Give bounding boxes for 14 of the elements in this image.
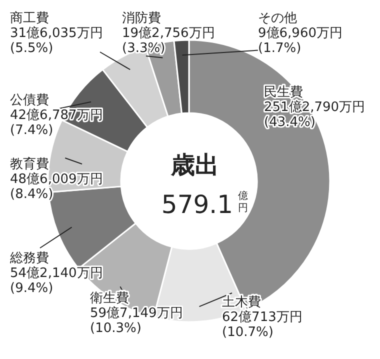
data-label: 48億6,009万円 (8.4%) [10, 172, 103, 202]
slice-label: 公債費 [10, 93, 49, 108]
slice-label: その他 [258, 11, 297, 26]
data-label: 9億6,960万円 (1.7%) [258, 26, 342, 56]
data-label: 31億6,035万円 (5.5%) [10, 26, 103, 56]
data-label: 19億2,756万円 (3.3%) [122, 26, 215, 56]
text: 歳出 [170, 151, 219, 179]
slice-label: 教育費 [10, 156, 49, 172]
slice-label: 商工費 [10, 11, 49, 26]
slice-label: 総務費 [9, 251, 49, 266]
data-label: 62億713万円 (10.7%) [222, 310, 302, 340]
data-label: 251億2,790万円 (43.4%) [264, 100, 366, 130]
slice-label: 消防費 [122, 11, 161, 26]
data-label: 59億7,149万円 (10.3%) [90, 306, 183, 336]
